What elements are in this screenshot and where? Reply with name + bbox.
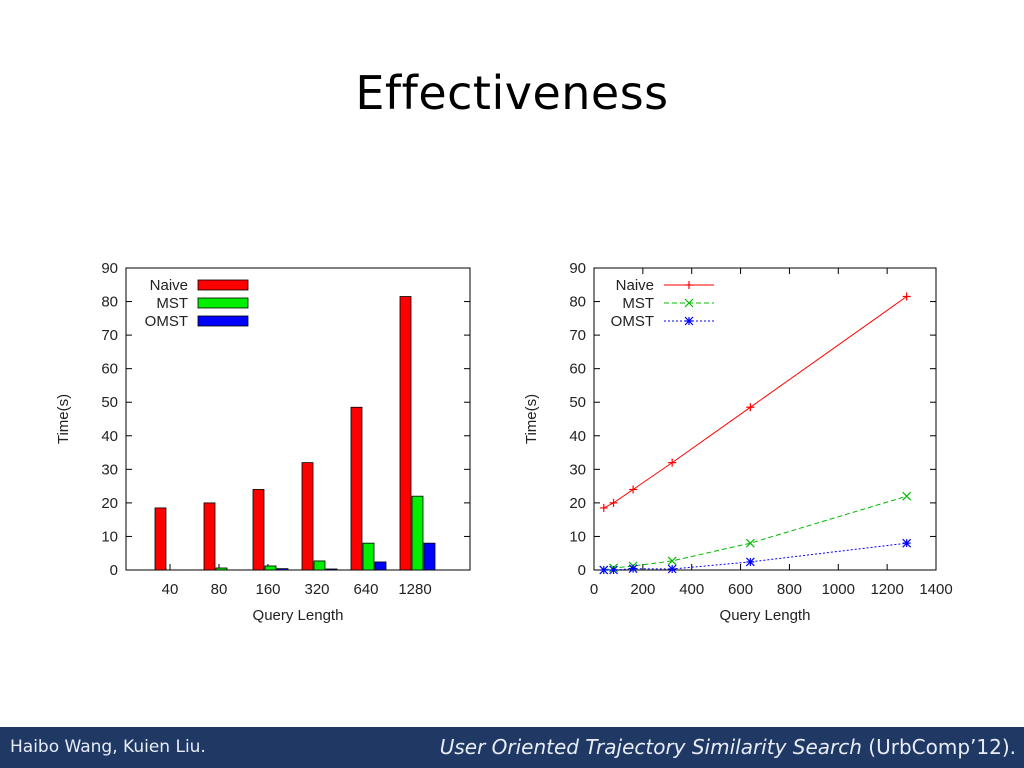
x-tick-label: 200 [630,581,655,598]
x-tick-label: 1200 [870,581,903,598]
x-tick-label: 80 [211,581,228,598]
y-tick-label: 10 [101,528,118,545]
point-naive [609,498,618,507]
bar-mst [215,567,228,571]
point-mst [667,556,677,566]
bar-naive [350,406,363,571]
y-tick-label: 80 [101,294,118,311]
x-tick-label: 800 [777,581,802,598]
point-omst [745,557,755,567]
line-omst [603,542,907,571]
bar-naive [301,462,314,571]
point-omst [609,565,618,575]
plot-frame [593,267,937,571]
legend-swatch-mst [197,297,249,309]
y-tick-label: 50 [569,394,586,411]
bar-chart: 0 10 20 30 40 50 60 70 80 90 40 80 160 320 640 1280 Quer… [40,250,490,630]
line-chart-svg: 0 10 20 30 40 50 60 70 80 90 0 200 400 600 800 1000 1200… [523,260,953,624]
bar-omst [423,542,436,571]
bar-mst [362,542,375,571]
x-axis-label: Query Length [720,607,811,624]
bar-omst [276,568,289,571]
bar-mst [313,560,326,571]
y-tick-label: 20 [101,495,118,512]
x-tick-label: 160 [255,581,280,598]
bar-naive [203,502,216,571]
point-omst [599,565,609,575]
y-tick-label: 30 [569,461,586,478]
y-axis-label: Time(s) [55,394,72,444]
y-tick-label: 30 [101,461,118,478]
line-naive [603,296,907,509]
bar-naive [154,507,167,571]
y-tick-label: 20 [569,495,586,512]
legend-marker-omst [684,316,694,326]
x-tick-label: 0 [590,581,598,598]
bar-omst [325,568,338,571]
legend-marker-naive [685,281,693,289]
legend-label: MST [622,295,654,312]
bar-mst [411,495,424,571]
plot-frame [125,267,471,571]
point-naive [668,458,677,467]
y-tick-label: 90 [569,260,586,277]
footer-paper-title: User Oriented Trajectory Similarity Sear… [439,735,862,759]
point-mst [902,491,912,501]
legend-label: OMST [145,313,188,330]
legend-label: Naive [616,277,654,294]
point-mst [745,538,755,548]
y-tick-label: 70 [569,327,586,344]
footer-venue: (UrbComp’12). [861,735,1016,759]
y-tick-label: 10 [569,528,586,545]
x-tick-label: 400 [679,581,704,598]
point-omst [628,564,638,574]
bar-mst [264,565,277,571]
y-tick-label: 50 [101,394,118,411]
bar-naive [252,489,265,571]
x-tick-label: 640 [353,581,378,598]
x-axis-label: Query Length [253,607,344,624]
bar-naive [399,296,412,571]
point-omst [902,538,912,548]
y-tick-label: 60 [101,361,118,378]
y-tick-label: 70 [101,327,118,344]
x-tick-label: 1000 [822,581,855,598]
y-tick-label: 80 [569,294,586,311]
y-axis-label: Time(s) [523,394,540,444]
line-mst [603,495,907,571]
line-chart: 0 10 20 30 40 50 60 70 80 90 0 200 400 600 800 1000 1200… [508,250,978,630]
x-tick-label: 1280 [398,581,431,598]
y-tick-label: 40 [569,428,586,445]
legend-marker-mst [684,298,694,308]
y-tick-label: 90 [101,260,118,277]
y-tick-label: 0 [110,562,118,579]
x-tick-label: 40 [162,581,179,598]
x-tick-label: 600 [728,581,753,598]
point-naive [902,292,911,301]
point-omst [667,564,677,574]
y-tick-label: 40 [101,428,118,445]
x-tick-label: 320 [304,581,329,598]
point-naive [629,485,638,494]
point-naive [746,403,755,412]
footer-authors: Haibo Wang, Kuien Liu. [10,737,206,757]
footer-bar: Haibo Wang, Kuien Liu. User Oriented Tra… [0,727,1024,768]
legend-swatch-naive [197,279,249,291]
legend-label: Naive [150,277,188,294]
legend-label: MST [156,295,188,312]
y-tick-label: 60 [569,361,586,378]
x-tick-label: 1400 [919,581,952,598]
point-naive [599,503,608,512]
footer-reference: User Oriented Trajectory Similarity Sear… [440,735,1016,759]
bar-chart-svg: 0 10 20 30 40 50 60 70 80 90 40 80 160 320 640 1280 Quer… [55,260,471,624]
y-tick-label: 0 [578,562,586,579]
legend-swatch-omst [197,315,249,327]
bar-omst [374,561,387,571]
slide-title: Effectiveness [355,66,669,120]
legend-label: OMST [611,313,654,330]
